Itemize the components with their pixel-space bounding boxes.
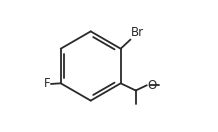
Text: F: F <box>44 77 50 90</box>
Text: O: O <box>147 79 157 91</box>
Text: Br: Br <box>131 26 144 39</box>
